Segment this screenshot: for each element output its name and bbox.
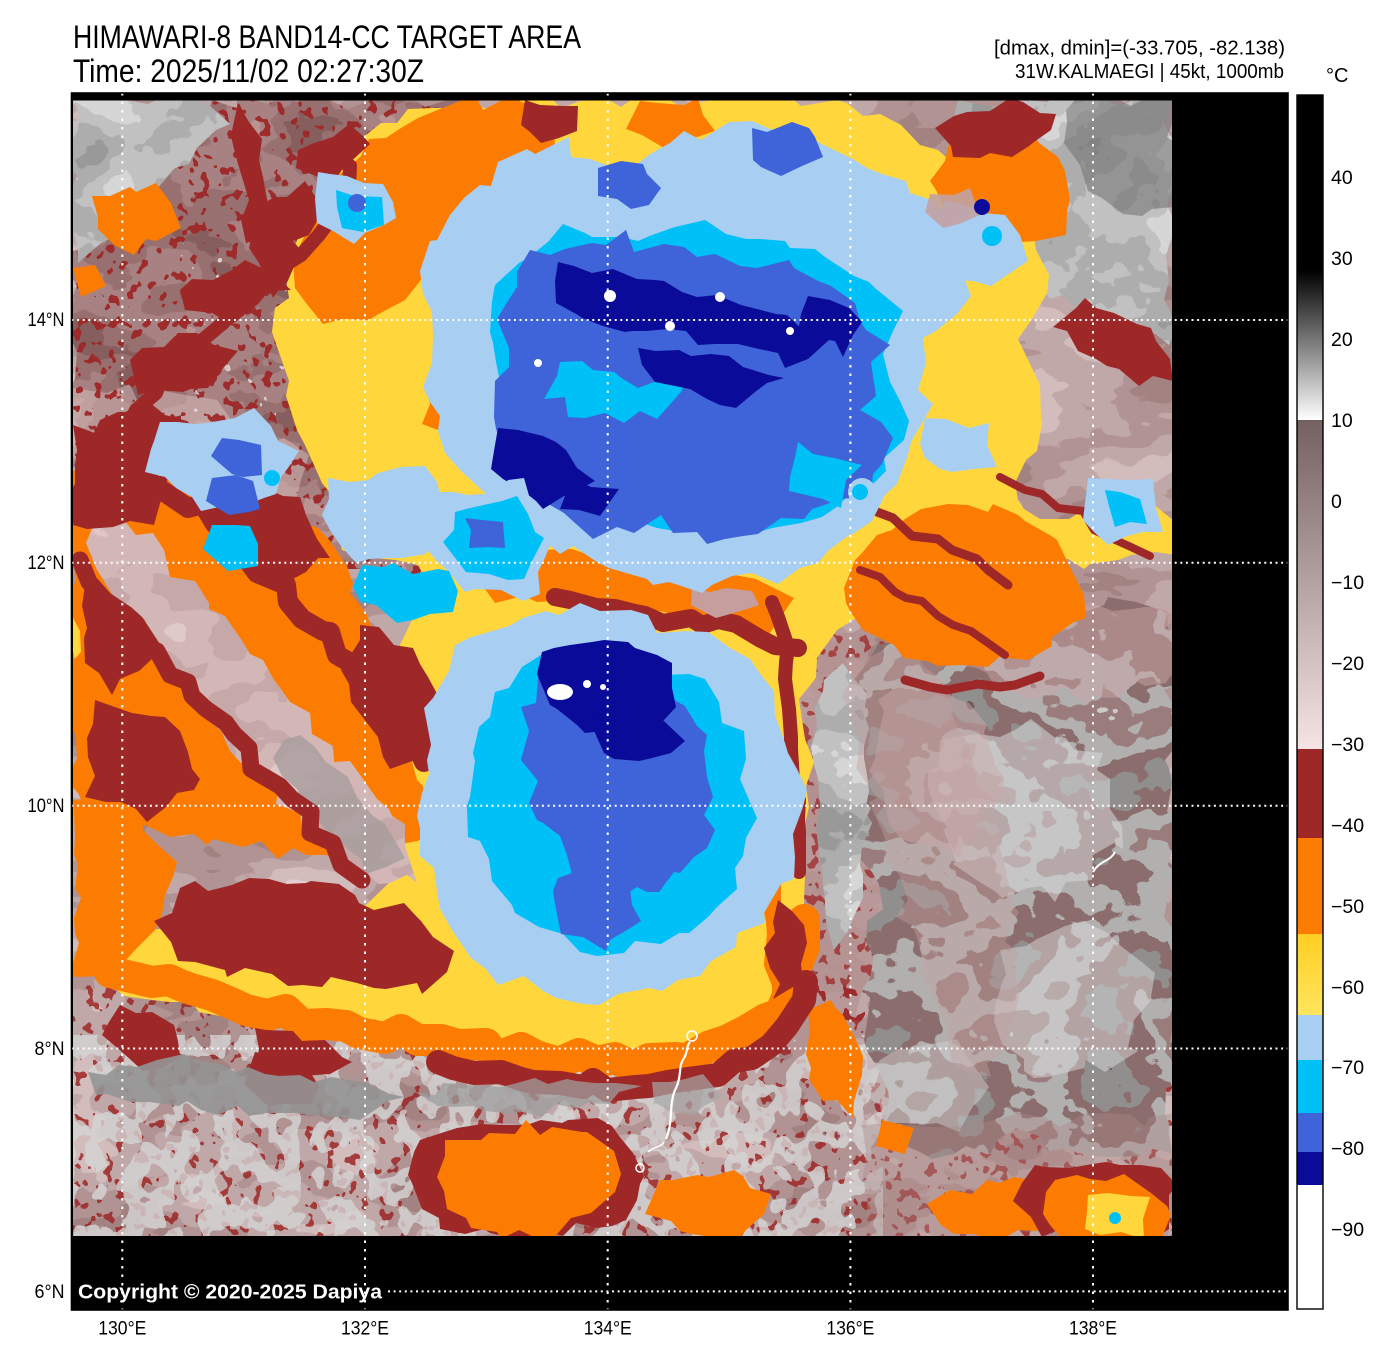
svg-text:30: 30 (1331, 248, 1353, 270)
svg-text:−40: −40 (1331, 815, 1364, 837)
svg-text:138°E: 138°E (1069, 1319, 1117, 1340)
svg-text:31W.KALMAEGI | 45kt, 1000mb: 31W.KALMAEGI | 45kt, 1000mb (1015, 61, 1284, 83)
svg-text:12°N: 12°N (28, 553, 65, 574)
svg-text:−70: −70 (1331, 1057, 1364, 1079)
svg-text:−20: −20 (1331, 653, 1364, 675)
svg-text:8°N: 8°N (35, 1039, 65, 1060)
svg-text:HIMAWARI-8 BAND14-CC TARGET AR: HIMAWARI-8 BAND14-CC TARGET AREA (73, 19, 582, 55)
svg-text:14°N: 14°N (28, 310, 65, 331)
svg-text:−30: −30 (1331, 734, 1364, 756)
svg-text:134°E: 134°E (584, 1319, 632, 1340)
svg-text:−10: −10 (1331, 572, 1364, 594)
svg-text:136°E: 136°E (826, 1319, 874, 1340)
svg-text:130°E: 130°E (98, 1319, 146, 1340)
svg-text:20: 20 (1331, 329, 1353, 351)
svg-text:−80: −80 (1331, 1138, 1364, 1160)
svg-text:0: 0 (1331, 491, 1342, 513)
svg-text:132°E: 132°E (341, 1319, 389, 1340)
svg-text:−90: −90 (1331, 1219, 1364, 1241)
svg-text:10: 10 (1331, 410, 1353, 432)
svg-text:40: 40 (1331, 167, 1353, 189)
svg-text:[dmax, dmin]=(-33.705, -82.138: [dmax, dmin]=(-33.705, -82.138) (994, 38, 1285, 60)
svg-text:−60: −60 (1331, 977, 1364, 999)
svg-text:Copyright © 2020-2025 Dapiya: Copyright © 2020-2025 Dapiya (78, 1282, 383, 1304)
svg-text:Time: 2025/11/02 02:27:30Z: Time: 2025/11/02 02:27:30Z (73, 53, 424, 89)
svg-text:10°N: 10°N (28, 796, 65, 817)
svg-text:6°N: 6°N (35, 1282, 65, 1303)
svg-text:°C: °C (1326, 65, 1348, 87)
svg-text:−50: −50 (1331, 896, 1364, 918)
